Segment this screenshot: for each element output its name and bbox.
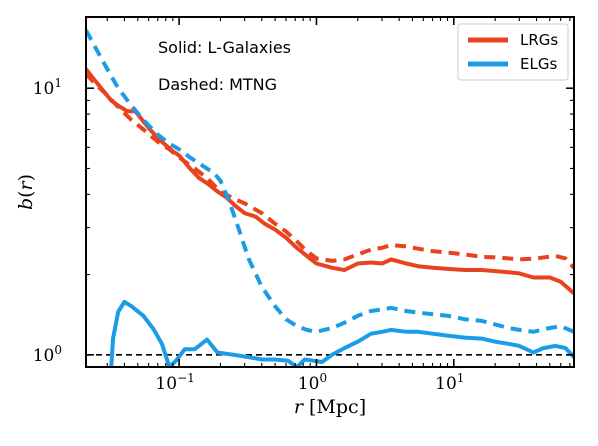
x-axis-label: r [Mpc] (294, 396, 366, 418)
annotation-solid: Solid: L-Galaxies (158, 38, 291, 57)
plot-frame (85, 16, 575, 368)
x-tick-label: 100 (298, 371, 327, 394)
x-tick-label: 10−1 (155, 371, 194, 394)
legend-elgs-label: ELGs (520, 55, 557, 73)
y-tick-label: 100 (33, 343, 62, 366)
series-elgs-mtng-line (86, 29, 574, 334)
y-tick-label: 101 (33, 76, 62, 99)
series-lrgs-mtng-line (86, 72, 574, 270)
x-tick-label: 101 (435, 371, 464, 394)
legend-lrgs-label: LRGs (520, 31, 558, 49)
legend: LRGs ELGs (457, 23, 569, 81)
series-elgs-lgalaxies-line (109, 299, 574, 367)
annotation-dashed: Dashed: MTNG (158, 75, 277, 94)
y-axis-label: b(r) (15, 174, 37, 210)
